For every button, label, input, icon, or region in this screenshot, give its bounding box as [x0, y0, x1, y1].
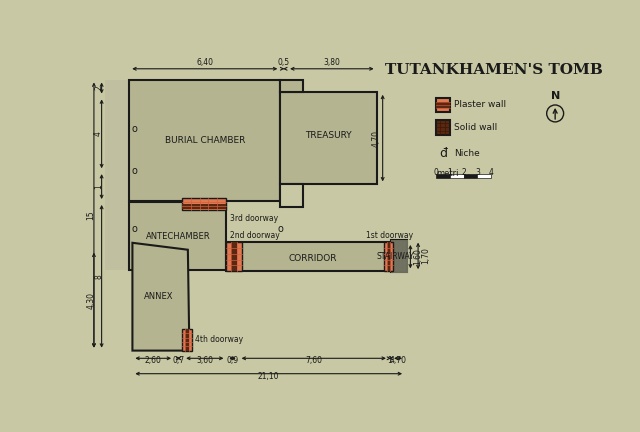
- Bar: [129, 202, 227, 270]
- Bar: [387, 242, 390, 271]
- Bar: [227, 242, 242, 271]
- Text: 0,5: 0,5: [278, 58, 290, 67]
- Bar: [436, 174, 450, 178]
- Text: Niche: Niche: [454, 149, 480, 158]
- Text: Plaster wall: Plaster wall: [454, 101, 506, 109]
- Text: N: N: [550, 91, 560, 101]
- Text: 0: 0: [433, 168, 438, 177]
- Text: metri: metri: [436, 169, 458, 178]
- Bar: [129, 79, 280, 201]
- Text: ANNEX: ANNEX: [144, 292, 173, 301]
- Text: 0,9: 0,9: [227, 356, 239, 365]
- Text: 15: 15: [86, 210, 95, 220]
- Text: 4,70: 4,70: [390, 356, 406, 365]
- Text: 4,70: 4,70: [372, 130, 381, 146]
- Text: o: o: [277, 224, 283, 234]
- Text: 3: 3: [475, 168, 480, 177]
- Bar: [182, 204, 227, 209]
- Text: 1st doorway: 1st doorway: [367, 231, 413, 240]
- Text: 1: 1: [388, 356, 392, 365]
- Text: 7,60: 7,60: [305, 356, 323, 365]
- Bar: [384, 242, 394, 271]
- Text: ANTECHAMBER: ANTECHAMBER: [145, 232, 210, 241]
- Text: 1: 1: [447, 168, 452, 177]
- Bar: [182, 198, 227, 210]
- Text: 2: 2: [94, 86, 103, 90]
- Text: o: o: [131, 124, 137, 134]
- Bar: [227, 242, 391, 271]
- Bar: [391, 240, 406, 272]
- Text: 4: 4: [489, 168, 493, 177]
- Text: STAIRWAY: STAIRWAY: [377, 252, 415, 261]
- Text: o: o: [131, 166, 137, 176]
- Text: 1,70: 1,70: [421, 248, 430, 264]
- Text: 4,30: 4,30: [86, 292, 95, 309]
- Text: đ: đ: [439, 147, 447, 160]
- Bar: [450, 174, 463, 178]
- Text: o: o: [131, 224, 137, 234]
- Text: Solid wall: Solid wall: [454, 123, 497, 132]
- Bar: [182, 329, 193, 351]
- Text: 1: 1: [94, 184, 103, 189]
- Bar: [185, 329, 189, 351]
- Text: 2nd doorway: 2nd doorway: [230, 231, 280, 240]
- Bar: [280, 79, 303, 92]
- Text: CORRIDOR: CORRIDOR: [289, 254, 337, 263]
- Text: 2,60: 2,60: [145, 356, 162, 365]
- Text: 1,60: 1,60: [413, 248, 422, 265]
- Text: TUTANKHAMEN'S TOMB: TUTANKHAMEN'S TOMB: [385, 64, 602, 77]
- Text: BURIAL CHAMBER: BURIAL CHAMBER: [164, 136, 245, 145]
- Text: 4: 4: [94, 131, 103, 136]
- Bar: [280, 92, 376, 184]
- Bar: [436, 120, 450, 135]
- Bar: [105, 79, 132, 270]
- Bar: [280, 184, 303, 207]
- Text: 0,7: 0,7: [173, 356, 185, 365]
- Bar: [477, 174, 492, 178]
- Text: 3,60: 3,60: [196, 356, 213, 365]
- Text: TREASURY: TREASURY: [305, 130, 351, 140]
- Text: 8: 8: [94, 274, 103, 279]
- Bar: [436, 98, 450, 112]
- Text: 2: 2: [461, 168, 466, 177]
- Bar: [463, 174, 477, 178]
- Text: 4th doorway: 4th doorway: [195, 335, 243, 344]
- Text: 3rd doorway: 3rd doorway: [230, 213, 278, 222]
- Bar: [436, 102, 450, 108]
- Text: 6,40: 6,40: [196, 58, 213, 67]
- Bar: [231, 242, 237, 271]
- Text: 21,10: 21,10: [258, 372, 280, 381]
- Polygon shape: [132, 243, 189, 351]
- Text: 3,80: 3,80: [323, 58, 340, 67]
